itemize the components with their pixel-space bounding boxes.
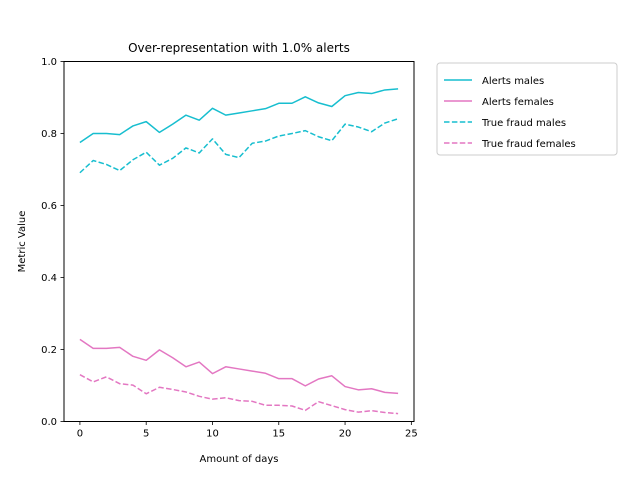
x-tick-label: 25 [405,429,418,440]
series-line-4 [79,374,399,415]
y-tick-label: 1.0 [41,57,57,68]
y-tick-label: 0.6 [41,201,57,212]
y-axis: 0.0 0.2 0.4 0.6 0.8 1.0 [41,57,64,428]
legend: Alerts males Alerts females True fraud mal… [436,62,618,156]
legend-label-4: True fraud females [481,139,576,150]
x-tick-label: 15 [272,429,285,440]
chart-title: Over-representation with 1.0% alerts [128,41,350,55]
x-tick-label: 20 [339,429,352,440]
x-tick-label: 10 [206,429,219,440]
legend-label-1: Alerts males [482,76,544,87]
series-line-1 [79,88,399,144]
plot-frame [63,61,415,422]
x-axis: 0 5 10 15 20 25 [77,421,418,440]
legend-label-2: Alerts females [482,97,554,108]
y-axis-label: Metric Value [17,211,28,273]
y-tick-label: 0.0 [41,417,57,428]
series-line-2 [79,338,399,395]
y-tick-label: 0.8 [41,129,57,140]
legend-label-3: True fraud males [481,118,566,129]
series-layer [79,88,399,415]
legend-frame [436,62,618,156]
x-tick-label: 0 [77,429,83,440]
y-tick-label: 0.2 [41,345,57,356]
series-line-3 [79,118,399,174]
x-tick-label: 5 [143,429,149,440]
y-tick-label: 0.4 [41,273,57,284]
x-axis-label: Amount of days [200,454,279,465]
